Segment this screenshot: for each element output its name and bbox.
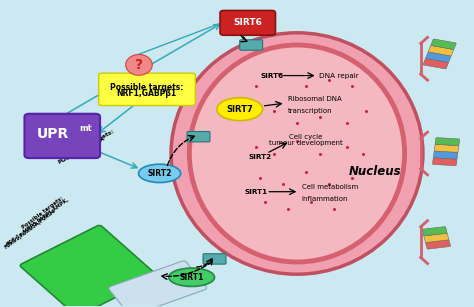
Ellipse shape — [189, 45, 405, 262]
Text: SIRT2: SIRT2 — [249, 154, 272, 160]
Ellipse shape — [217, 98, 263, 121]
Text: NRF1,GABPβ1: NRF1,GABPβ1 — [117, 89, 177, 98]
FancyBboxPatch shape — [20, 225, 157, 307]
Text: ?: ? — [135, 58, 143, 72]
FancyBboxPatch shape — [220, 10, 275, 35]
Text: UPR: UPR — [37, 127, 69, 141]
Text: transcription: transcription — [288, 108, 332, 114]
Text: inflammation: inflammation — [301, 196, 348, 202]
Text: Cell metabolism: Cell metabolism — [301, 184, 358, 189]
Ellipse shape — [126, 54, 152, 75]
FancyBboxPatch shape — [203, 254, 226, 264]
Text: PGC-1α,FOXO3A: PGC-1α,FOXO3A — [57, 136, 106, 165]
Text: Possible targets:: Possible targets: — [63, 129, 115, 160]
Text: FOXO1,FOXO3A,FOXO4: FOXO1,FOXO3A,FOXO4 — [4, 208, 57, 250]
Text: SIRT2: SIRT2 — [147, 169, 172, 178]
FancyBboxPatch shape — [422, 227, 447, 236]
FancyBboxPatch shape — [240, 40, 263, 50]
Text: Cell cycle: Cell cycle — [290, 134, 323, 140]
Text: DNA repair: DNA repair — [319, 72, 359, 79]
FancyBboxPatch shape — [25, 114, 100, 158]
Text: SIRT7: SIRT7 — [227, 105, 253, 114]
Ellipse shape — [169, 268, 215, 286]
Text: Ribosomal DNA: Ribosomal DNA — [288, 96, 342, 102]
Text: SIRT6: SIRT6 — [260, 72, 283, 79]
Text: SIRT6: SIRT6 — [234, 17, 263, 27]
FancyBboxPatch shape — [433, 151, 458, 159]
Text: mt: mt — [80, 124, 92, 133]
FancyBboxPatch shape — [423, 59, 448, 69]
FancyBboxPatch shape — [426, 240, 451, 249]
FancyBboxPatch shape — [434, 144, 459, 152]
Text: tumour development: tumour development — [269, 140, 343, 146]
Text: Possible targets:: Possible targets: — [21, 196, 64, 230]
Ellipse shape — [171, 33, 423, 274]
FancyBboxPatch shape — [428, 45, 454, 56]
FancyBboxPatch shape — [424, 233, 449, 243]
Text: SIRT1: SIRT1 — [244, 189, 267, 195]
Ellipse shape — [138, 164, 181, 183]
FancyBboxPatch shape — [432, 158, 457, 166]
Text: Possible targets:: Possible targets: — [110, 83, 183, 92]
Text: PGC-1α,MRP5,PARP1,AMPK,: PGC-1α,MRP5,PARP1,AMPK, — [5, 196, 70, 247]
FancyBboxPatch shape — [109, 261, 207, 307]
FancyBboxPatch shape — [431, 39, 456, 49]
Text: Nucleus: Nucleus — [348, 165, 401, 178]
FancyBboxPatch shape — [187, 131, 210, 142]
FancyBboxPatch shape — [426, 52, 451, 62]
FancyBboxPatch shape — [99, 73, 195, 106]
FancyBboxPatch shape — [435, 138, 460, 146]
Text: SIRT1: SIRT1 — [180, 273, 204, 282]
